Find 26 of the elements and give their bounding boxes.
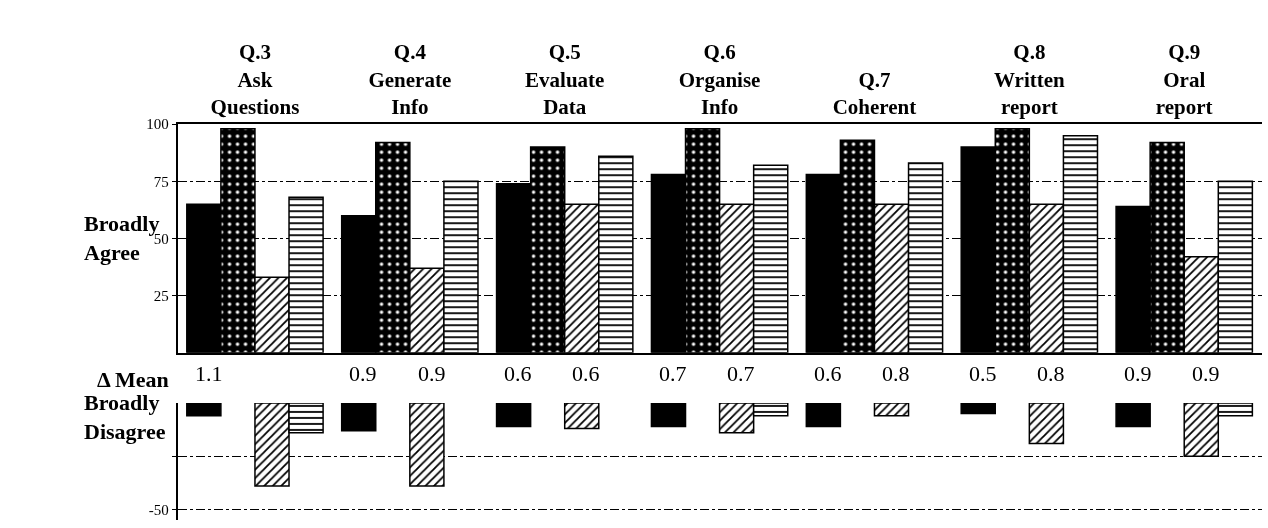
y-tick-label: 25 [153, 287, 169, 304]
annotation: 1.1 [195, 361, 223, 386]
annotation: 0.8 [882, 361, 910, 386]
y-tick-label: -50 [148, 501, 169, 518]
annotation: 0.6 [572, 361, 600, 386]
x-tick-label: Q.7 Coherent [832, 67, 917, 120]
y-axis-title: Broadly Disagree [84, 390, 166, 444]
annotation: 0.8 [1037, 361, 1065, 386]
annotation: 0.9 [1124, 361, 1152, 386]
annotation: 0.7 [727, 361, 755, 386]
x-tick-label: Q.5 Evaluate Data [525, 40, 605, 120]
x-tick-label: Q.6 Organise Info [678, 40, 761, 120]
annotation: 0.9 [418, 361, 446, 386]
annotation: 0.7 [659, 361, 687, 386]
annotation: 0.9 [349, 361, 377, 386]
x-tick-label: Q.8 Written report [993, 40, 1066, 120]
x-tick-label: Q.9 Oral report [1155, 40, 1213, 120]
y-tick-label: 100 [146, 116, 169, 133]
annotation: 0.9 [1192, 361, 1220, 386]
annotation: 0.5 [969, 361, 997, 386]
y-tick-label: 75 [153, 173, 169, 190]
x-tick-label: Q.3 Ask Questions [210, 40, 300, 120]
text: Δ Mean [97, 367, 169, 392]
x-tick-label: Q.4 Generate Info [368, 40, 452, 120]
annotation: 0.6 [814, 361, 842, 386]
annotation: 0.6 [504, 361, 532, 386]
